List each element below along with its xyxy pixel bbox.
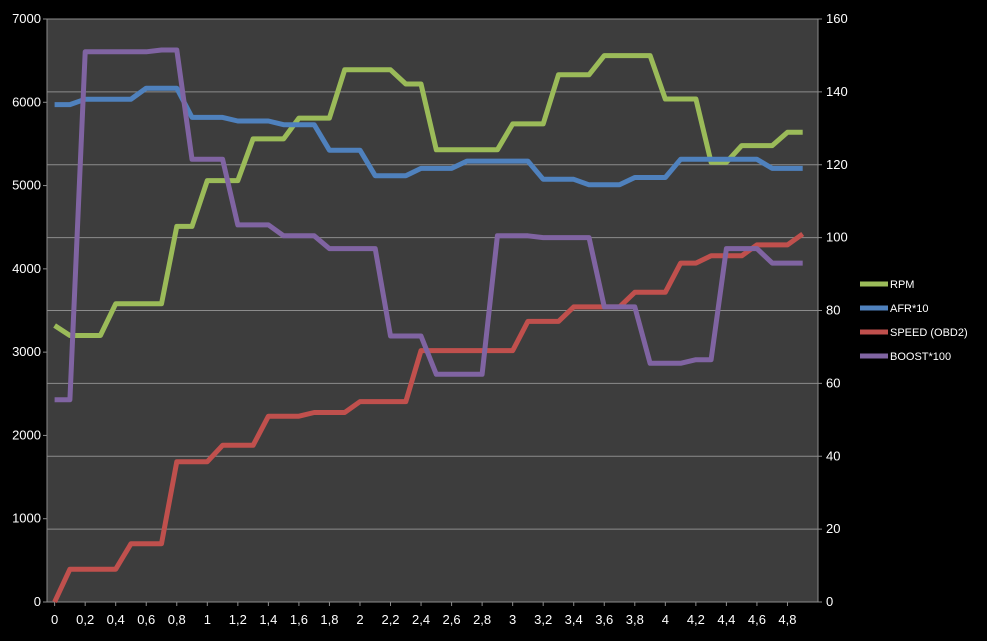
x-tick-label: 3,2 [534, 612, 552, 627]
legend-label: RPM [890, 279, 914, 291]
legend-label: BOOST*100 [890, 351, 951, 363]
y2-tick-label: 0 [826, 594, 833, 609]
x-tick-label: 3,4 [565, 612, 583, 627]
x-tick-label: 4,4 [717, 612, 735, 627]
x-tick-label: 4,8 [778, 612, 796, 627]
y2-tick-label: 140 [826, 84, 848, 99]
y-tick-label: 6000 [12, 94, 41, 109]
x-tick-label: 1,6 [290, 612, 308, 627]
y-tick-label: 5000 [12, 178, 41, 193]
y2-tick-label: 100 [826, 230, 848, 245]
x-tick-label: 2,8 [473, 612, 491, 627]
y2-tick-label: 160 [826, 11, 848, 26]
y2-tick-label: 40 [826, 448, 840, 463]
x-tick-label: 0,6 [137, 612, 155, 627]
x-tick-label: 2,6 [443, 612, 461, 627]
y-tick-label: 4000 [12, 261, 41, 276]
legend-label: SPEED (OBD2) [890, 327, 968, 339]
y2-tick-label: 120 [826, 157, 848, 172]
x-tick-label: 4,2 [687, 612, 705, 627]
y-tick-label: 3000 [12, 344, 41, 359]
legend: RPM AFR*10 SPEED (OBD2) BOOST*100 [860, 279, 968, 363]
x-tick-label: 0,4 [107, 612, 125, 627]
y2-tick-label: 80 [826, 303, 840, 318]
series-line-boost-100 [54, 47, 803, 403]
x-tick-label: 3,6 [595, 612, 613, 627]
x-tick-label: 1 [204, 612, 211, 627]
series-line-rpm [53, 53, 803, 338]
y2-tick-label: 60 [826, 375, 840, 390]
x-tick-label: 4 [662, 612, 669, 627]
x-tick-label: 4,6 [748, 612, 766, 627]
y2-tick-label: 20 [826, 521, 840, 536]
x-tick-label: 0 [51, 612, 58, 627]
y-tick-label: 2000 [12, 427, 41, 442]
y-tick-label: 7000 [12, 11, 41, 26]
y-tick-label: 1000 [12, 511, 41, 526]
x-tick-label: 1,4 [259, 612, 277, 627]
series-line-afr-10 [54, 85, 803, 188]
x-tick-label: 2,2 [381, 612, 399, 627]
x-tick-label: 1,8 [320, 612, 338, 627]
y-tick-label: 0 [34, 594, 41, 609]
x-tick-label: 3,8 [626, 612, 644, 627]
x-tick-label: 1,2 [229, 612, 247, 627]
x-tick-label: 2 [356, 612, 363, 627]
x-tick-label: 0,8 [168, 612, 186, 627]
series-lines [52, 47, 805, 604]
x-tick-label: 2,4 [412, 612, 430, 627]
legend-label: AFR*10 [890, 303, 929, 315]
x-tick-label: 0,2 [76, 612, 94, 627]
x-tick-label: 3 [509, 612, 516, 627]
axes: 0100020003000400050006000700002040608010… [12, 11, 848, 627]
